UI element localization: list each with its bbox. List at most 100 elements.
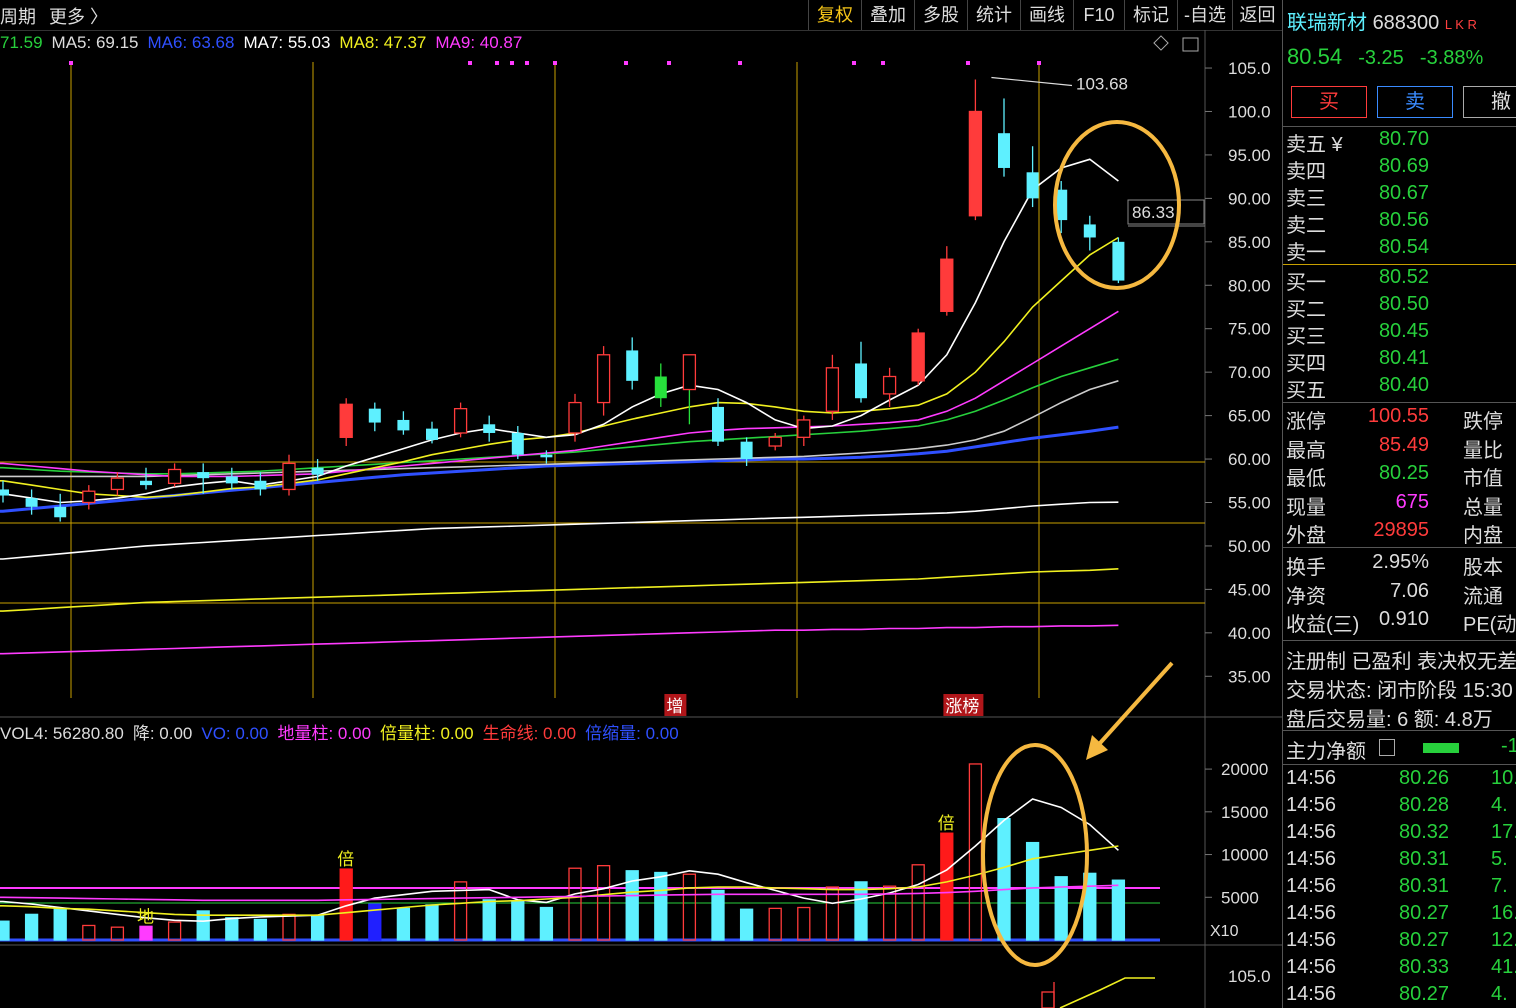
stat-row-3-value: 675 bbox=[1395, 490, 1429, 513]
candle-body bbox=[110, 477, 125, 491]
price-tick-label: 95.00 bbox=[1228, 146, 1271, 165]
event-label: 涨榜 bbox=[945, 697, 979, 717]
toolbar-button-0[interactable]: 复权 bbox=[808, 0, 861, 30]
high-annotation: 103.68 bbox=[1076, 75, 1128, 94]
candle-body bbox=[654, 376, 667, 399]
stat2-row-1-label2: 流通 bbox=[1463, 585, 1503, 608]
candle-body bbox=[282, 462, 296, 491]
menu-icon[interactable] bbox=[1379, 739, 1395, 756]
divider bbox=[1283, 764, 1516, 765]
tick-volume: 16. bbox=[1491, 902, 1516, 924]
tick-volume: 12. bbox=[1491, 929, 1516, 951]
ma-line-ma6 bbox=[0, 425, 1119, 513]
bid-row-0: 买一 80.52 bbox=[1283, 266, 1516, 294]
price-tick-label: 45.00 bbox=[1228, 580, 1271, 599]
volume-bar bbox=[997, 818, 1011, 941]
toolbar-button-3[interactable]: 统计 bbox=[967, 0, 1020, 30]
volume-bar bbox=[1111, 879, 1126, 941]
toolbar-button-5[interactable]: F10 bbox=[1073, 0, 1124, 30]
volume-bar bbox=[196, 910, 210, 941]
more-button[interactable]: 更多 〉 bbox=[49, 7, 109, 27]
candle-body bbox=[426, 428, 438, 440]
last-price: 80.54 bbox=[1287, 44, 1343, 69]
candle-body bbox=[339, 403, 353, 438]
stat-row-2-label: 最低 bbox=[1286, 468, 1326, 490]
volume-bar bbox=[596, 865, 611, 941]
toolbar-button-8[interactable]: 返回 bbox=[1232, 0, 1282, 30]
panel-toggle-icon bbox=[1182, 37, 1199, 52]
bid-row-0-label: 买一 bbox=[1286, 272, 1326, 294]
stat2-row-0-label2: 股本 bbox=[1463, 557, 1503, 579]
candle-body bbox=[1112, 241, 1125, 281]
period-selector[interactable]: 周期 更多 〉 bbox=[0, 3, 108, 29]
stat-row-2-label2: 市值 bbox=[1463, 468, 1503, 490]
stock-code: 688300 bbox=[1372, 12, 1440, 34]
crosshair-price-label: 86.33 bbox=[1132, 203, 1175, 222]
stat2-row-0-label: 换手 bbox=[1286, 557, 1326, 579]
cancel-button[interactable]: 撤 bbox=[1463, 86, 1516, 118]
event-badge bbox=[664, 694, 687, 716]
tick-volume: 4. bbox=[1491, 794, 1508, 816]
tick-time: 14:56 bbox=[1286, 794, 1337, 816]
flow-bar bbox=[1423, 743, 1459, 753]
candle-body bbox=[1026, 172, 1039, 199]
ask-row-1-value: 80.69 bbox=[1378, 155, 1429, 177]
divider bbox=[1283, 402, 1516, 403]
divider bbox=[1283, 264, 1516, 265]
period-label: 周期 bbox=[0, 7, 36, 27]
stat-row-1: 最高 85.49 量比 bbox=[1283, 434, 1516, 462]
ask-row-0: 卖五 ¥ 80.70 bbox=[1283, 128, 1516, 156]
candle-body bbox=[140, 480, 152, 486]
bid-row-3: 买四 80.41 bbox=[1283, 347, 1516, 375]
price-tick-label: 80.00 bbox=[1228, 276, 1271, 295]
tick-price: 80.32 bbox=[1399, 821, 1450, 843]
volume-ma-vma20 bbox=[0, 884, 1119, 902]
main-flow: 主力净额 -1 bbox=[1286, 735, 1516, 763]
ask-row-1: 卖四 80.69 bbox=[1283, 155, 1516, 183]
signal-dot bbox=[1037, 61, 1041, 65]
tick-price: 80.28 bbox=[1399, 794, 1450, 816]
volume-tick-label: 15000 bbox=[1221, 803, 1268, 822]
signal-dot bbox=[966, 61, 970, 65]
volume-bar bbox=[253, 918, 268, 941]
stat2-row-0: 换手 2.95% 股本 bbox=[1283, 551, 1516, 579]
ask-row-1-label: 卖四 bbox=[1286, 161, 1326, 183]
tick-volume: 5. bbox=[1491, 848, 1508, 870]
tick-volume: 41. bbox=[1491, 956, 1516, 978]
volume-bar bbox=[539, 906, 554, 941]
toolbar-button-1[interactable]: 叠加 bbox=[861, 0, 914, 30]
tick-time: 14:56 bbox=[1286, 956, 1337, 978]
vol-legend-item-5: 生命线: 0.00 bbox=[482, 724, 577, 743]
candle-body bbox=[596, 354, 611, 404]
volume-bar bbox=[882, 885, 897, 941]
stat-row-4-value: 29895 bbox=[1373, 519, 1429, 541]
candle-body bbox=[1055, 189, 1068, 221]
buy-button[interactable]: 买 bbox=[1291, 86, 1367, 118]
sell-button[interactable]: 卖 bbox=[1377, 86, 1453, 118]
stat2-row-1: 净资 7.06 流通 bbox=[1283, 580, 1516, 608]
volume-bar bbox=[24, 913, 39, 941]
event-badge bbox=[943, 694, 984, 716]
price-tick-label: 40.00 bbox=[1228, 624, 1271, 643]
tick-volume: 10. bbox=[1491, 767, 1516, 789]
signal-dot bbox=[69, 61, 73, 65]
toolbar-button-7[interactable]: -自选 bbox=[1177, 0, 1232, 30]
signal-dot bbox=[468, 61, 472, 65]
signal-dot bbox=[525, 61, 529, 65]
volume-bar bbox=[82, 924, 96, 941]
chart-toolbar: 周期 更多 〉 复权 叠加 多股 统计 画线 F10 标记 -自选 返回 bbox=[0, 0, 1282, 31]
candlestick-chart[interactable]: 105.0 100.0 95.00 90.00 85.00 80.00 75.00 70.00… bbox=[0, 0, 1282, 1008]
volume-legend: VOL4: 56280.80 降: 0.00 VO: 0.00 地量柱: 0.00 倍量… bbox=[0, 719, 688, 744]
stock-flags: L K R bbox=[1444, 17, 1477, 32]
bid-row-4-value: 80.40 bbox=[1378, 374, 1429, 396]
bid-row-3-label: 买四 bbox=[1286, 353, 1326, 375]
price-tick-label: 90.00 bbox=[1228, 189, 1271, 208]
toolbar-button-2[interactable]: 多股 bbox=[914, 0, 967, 30]
toolbar-button-6[interactable]: 标记 bbox=[1124, 0, 1177, 30]
toolbar-button-4[interactable]: 画线 bbox=[1020, 0, 1073, 30]
stat2-row-2-label: 收益(三) bbox=[1286, 614, 1360, 636]
ma-legend: 71.59 MA5: 69.15 MA6: 63.68 MA7: 55.03 MA8: … bbox=[0, 33, 531, 53]
tick-row-0: 14:56 80.26 10. bbox=[1283, 767, 1516, 794]
candle-body bbox=[1083, 224, 1096, 238]
tick-volume: 4. bbox=[1491, 983, 1508, 1005]
